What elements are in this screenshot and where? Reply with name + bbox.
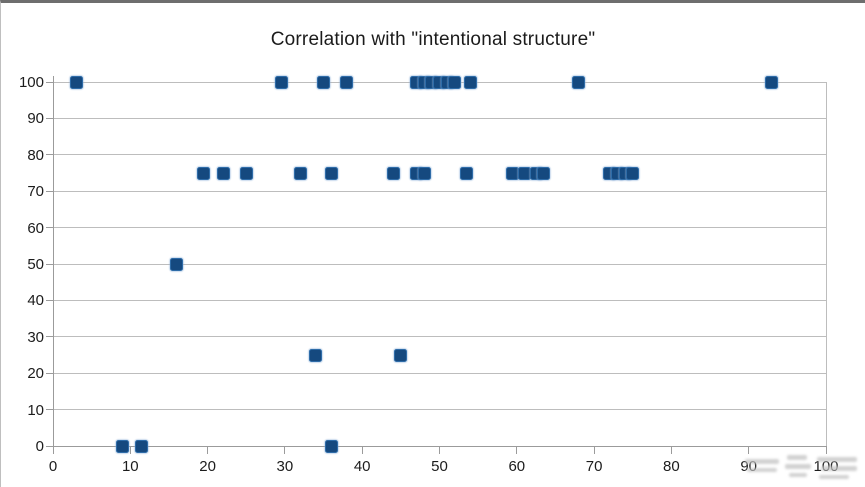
y-tick-label: 30 [27, 328, 44, 346]
data-point [340, 75, 354, 89]
y-tick-label: 80 [27, 146, 44, 164]
y-tick [46, 445, 53, 447]
x-tick-label: 50 [431, 458, 448, 475]
x-tick [207, 446, 209, 454]
y-tick [46, 154, 53, 156]
x-tick [439, 446, 440, 454]
data-point [386, 166, 400, 180]
y-tick [46, 117, 53, 119]
data-point [69, 75, 83, 89]
x-tick-label: 0 [48, 458, 58, 475]
y-gridline [53, 372, 826, 374]
y-tick [46, 372, 53, 374]
y-tick-label: 20 [27, 365, 44, 383]
data-point [537, 166, 551, 180]
x-tick-label: 10 [121, 458, 139, 475]
data-point [197, 166, 211, 180]
y-tick [46, 409, 53, 411]
y-tick-label: 70 [27, 183, 44, 201]
data-point [448, 75, 462, 89]
data-point [765, 75, 779, 89]
data-point [317, 75, 331, 89]
y-tick [46, 190, 53, 192]
x-tick [516, 446, 518, 454]
y-tick-label: 100 [18, 74, 44, 91]
x-axis [53, 446, 827, 447]
data-point [309, 348, 323, 362]
data-point [626, 166, 640, 180]
data-point [170, 257, 184, 271]
x-tick [361, 446, 363, 454]
x-tick-label: 40 [353, 458, 371, 475]
x-tick [825, 446, 827, 454]
data-point [463, 75, 477, 89]
y-tick-label: 0 [35, 438, 44, 455]
data-point [460, 166, 474, 180]
y-gridline [53, 263, 826, 265]
y-tick [46, 227, 53, 229]
x-tick-label: 90 [740, 458, 758, 475]
x-tick [129, 446, 131, 454]
x-tick-label: 30 [276, 458, 294, 475]
x-tick [670, 446, 672, 454]
y-tick-label: 10 [27, 401, 44, 419]
y-tick-label: 40 [27, 292, 44, 310]
y-tick-label: 90 [27, 110, 44, 128]
data-point [116, 439, 130, 453]
x-tick [284, 446, 286, 454]
x-tick-label: 70 [585, 458, 603, 475]
y-gridline [53, 117, 826, 119]
x-tick [748, 446, 750, 454]
x-tick [593, 446, 595, 454]
x-tick [52, 446, 54, 454]
data-point [324, 166, 338, 180]
y-tick-label: 50 [27, 256, 44, 273]
data-point [135, 439, 149, 453]
data-point [324, 439, 338, 453]
plot-right-border [826, 82, 827, 446]
y-gridline [53, 299, 826, 301]
y-tick [46, 299, 53, 301]
y-tick [46, 336, 53, 338]
data-point [216, 166, 230, 180]
x-tick-label: 20 [199, 458, 216, 475]
y-gridline [53, 227, 826, 229]
x-tick-label: 60 [508, 458, 526, 475]
y-gridline [53, 336, 826, 338]
y-tick [46, 263, 53, 265]
y-tick-label: 60 [27, 219, 44, 237]
data-point [572, 75, 586, 89]
y-tick [46, 81, 53, 83]
y-axis [53, 76, 54, 446]
x-tick-label: 100 [813, 458, 839, 475]
data-point [394, 348, 408, 362]
data-point [239, 166, 253, 180]
y-gridline [53, 154, 826, 156]
y-gridline [53, 409, 826, 411]
chart-title: Correlation with "intentional structure" [270, 29, 596, 50]
data-point [274, 75, 288, 89]
x-tick-label: 80 [663, 458, 680, 475]
data-point [417, 166, 431, 180]
y-gridline [53, 190, 826, 192]
data-point [293, 166, 307, 180]
